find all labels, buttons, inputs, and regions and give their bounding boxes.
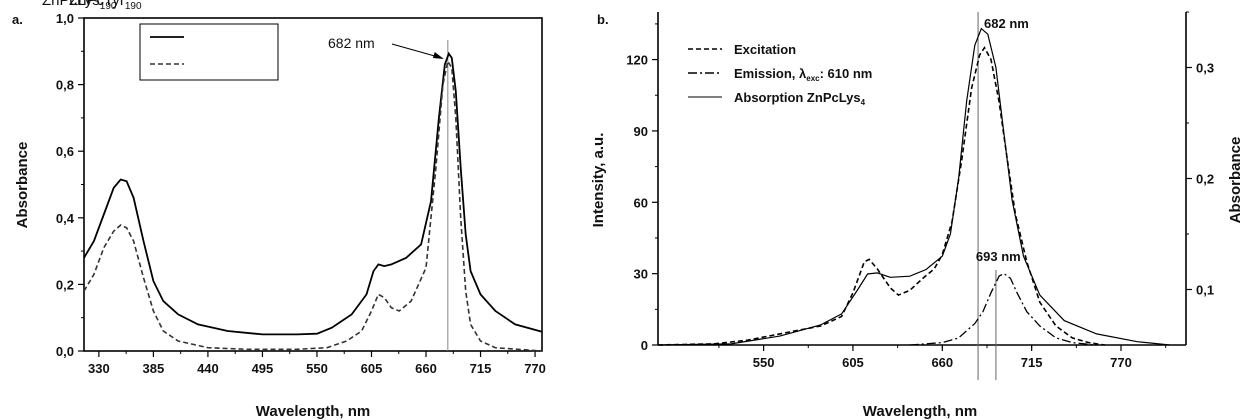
y-tick-label-a: 0,2 bbox=[56, 277, 74, 292]
panel-label-b: b. bbox=[597, 12, 609, 27]
series-line-znpctyr8 bbox=[83, 59, 543, 352]
y-tick-label-a: 0,6 bbox=[56, 144, 74, 159]
text: ZnPcTyr190 bbox=[69, 0, 142, 12]
text: ZnPcLys190 bbox=[42, 0, 117, 12]
y-tick-label-b: 0 bbox=[641, 338, 648, 353]
x-tick-label-a: 495 bbox=[252, 361, 274, 376]
y-tick-label-b: 120 bbox=[626, 53, 648, 68]
legend-box-a bbox=[139, 23, 279, 81]
annotation-693nm-b: 693 nm bbox=[976, 249, 1021, 264]
series-line-emission bbox=[909, 272, 1097, 346]
panel-label-a: a. bbox=[12, 12, 23, 27]
series-line-absorption bbox=[657, 27, 1170, 346]
legend-label-b: Emission, λexc: 610 nm bbox=[734, 66, 872, 83]
y-tick-label-b: 90 bbox=[634, 124, 648, 139]
y-axis-label-a: Absorbance bbox=[14, 142, 31, 229]
x-tick-label-a: 660 bbox=[415, 361, 437, 376]
y-tick-label-a: 0,4 bbox=[56, 211, 75, 226]
y-axis-label-left-b: Intensity, a.u. bbox=[590, 133, 607, 228]
x-tick-label-a: 330 bbox=[88, 361, 110, 376]
x-tick-label-a: 440 bbox=[197, 361, 219, 376]
x-tick-label-a: 605 bbox=[361, 361, 383, 376]
y-tick-label-b: 30 bbox=[634, 267, 648, 282]
x-tick-label-b: 715 bbox=[1021, 355, 1043, 370]
x-tick-label-b: 770 bbox=[1110, 355, 1132, 370]
x-axis-label-a: Wavelength, nm bbox=[256, 403, 370, 420]
y-tick-label-right-b: 0,2 bbox=[1196, 172, 1214, 187]
x-tick-label-a: 550 bbox=[306, 361, 328, 376]
y-tick-label-right-b: 0,3 bbox=[1196, 61, 1214, 76]
legend-label-b: Absorption ZnPcLys4 bbox=[734, 90, 866, 107]
x-tick-label-b: 660 bbox=[931, 355, 953, 370]
annotation-arrowhead-a bbox=[432, 52, 444, 59]
annotation-682nm-a: 682 nm bbox=[328, 35, 375, 51]
x-tick-label-a: 715 bbox=[470, 361, 492, 376]
annotation-682nm-b: 682 nm bbox=[984, 16, 1029, 31]
x-tick-label-a: 770 bbox=[524, 361, 546, 376]
series-line-excitation bbox=[657, 46, 1105, 346]
y-axis-label-right-b: Absorbance bbox=[1227, 137, 1244, 224]
series-line-znpclys4 bbox=[83, 51, 543, 336]
y-tick-label-a: 0,8 bbox=[56, 78, 74, 93]
x-axis-label-b: Wavelength, nm bbox=[863, 403, 977, 420]
y-tick-label-a: 0,0 bbox=[56, 344, 74, 359]
y-tick-label-b: 60 bbox=[634, 195, 648, 210]
legend-label-b: Excitation bbox=[734, 42, 796, 57]
y-tick-label-right-b: 0,1 bbox=[1196, 283, 1214, 298]
x-tick-label-b: 550 bbox=[753, 355, 775, 370]
annotation-arrow-a bbox=[391, 43, 442, 59]
x-tick-label-a: 385 bbox=[143, 361, 165, 376]
x-tick-label-b: 605 bbox=[842, 355, 864, 370]
y-tick-label-a: 1,0 bbox=[56, 11, 74, 26]
